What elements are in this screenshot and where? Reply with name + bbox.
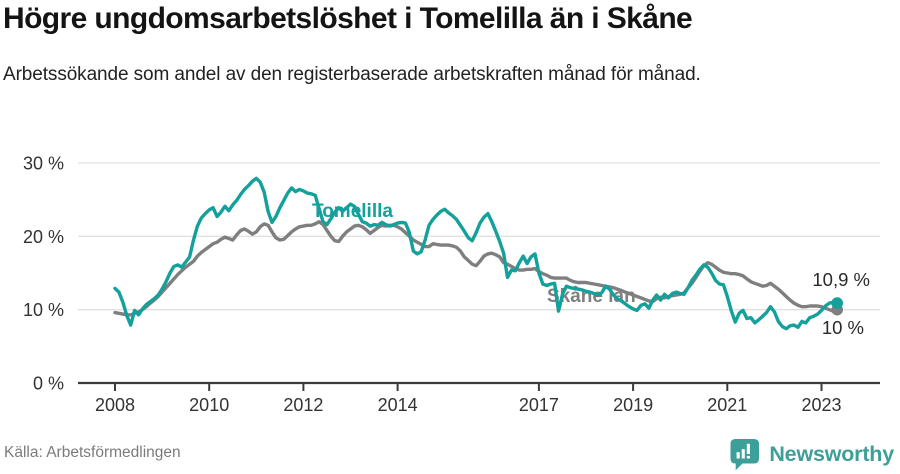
page-title: Högre ungdomsarbetslöshet i Tomelilla än… xyxy=(3,2,693,35)
x-tick-label: 2023 xyxy=(801,395,841,415)
chart-subtitle: Arbetssökande som andel av den registerb… xyxy=(3,64,701,85)
newsworthy-wordmark: Newsworthy xyxy=(769,441,894,466)
series-line-sk-ne-l-n xyxy=(113,219,839,317)
x-tick-label: 2021 xyxy=(707,395,747,415)
newsworthy-logo: Newsworthy xyxy=(728,437,894,471)
series-line-tomelilla xyxy=(113,176,839,331)
x-tick-label: 2008 xyxy=(95,395,135,415)
x-tick-label: 2017 xyxy=(519,395,559,415)
y-tick-label: 20 % xyxy=(23,227,64,247)
x-tick-label: 2019 xyxy=(613,395,653,415)
y-tick-label: 30 % xyxy=(23,154,64,174)
series-label-tomelilla: Tomelilla xyxy=(312,201,393,222)
end-value-label-tomelilla: 10,9 % xyxy=(812,269,870,290)
x-tick-label: 2014 xyxy=(378,395,418,415)
series-end-dot-tomelilla xyxy=(831,297,843,309)
series-label-sk-ne-l-n: Skåne län xyxy=(547,286,636,307)
y-tick-label: 0 % xyxy=(33,374,64,394)
x-tick-label: 2010 xyxy=(189,395,229,415)
x-tick-label: 2012 xyxy=(283,395,323,415)
end-value-label-sk-ne-l-n: 10 % xyxy=(822,317,864,338)
y-tick-label: 10 % xyxy=(23,300,64,320)
source-note: Källa: Arbetsförmedlingen xyxy=(4,444,181,461)
newsworthy-logo-icon xyxy=(730,439,760,471)
